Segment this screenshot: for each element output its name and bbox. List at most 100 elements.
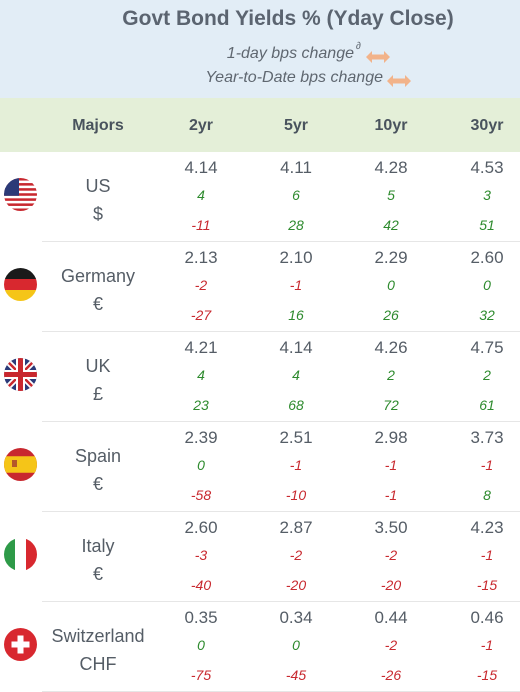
germany-flag-icon	[4, 268, 37, 301]
daily-change-value: 2	[483, 367, 491, 383]
yield-value: 2.13	[184, 248, 218, 267]
spain-flag-icon	[4, 448, 37, 481]
yield-value: 0.46	[470, 608, 504, 627]
daily-change-value: -1	[480, 637, 494, 653]
yield-value: 4.75	[470, 338, 504, 357]
daily-change-value: 3	[483, 187, 491, 203]
column-header-row	[0, 98, 520, 152]
table-row: Italy €2.60 -3 -40 2.87 -2 -20 3.50 -2 -20 4.23 -1 -…	[0, 512, 520, 602]
yield-value: 4.11	[280, 158, 312, 177]
ytd-change-value: 8	[483, 487, 491, 503]
ytd-change-value: -45	[285, 667, 307, 683]
ytd-change-value: 32	[479, 307, 495, 323]
row-divider	[42, 511, 520, 512]
yield-value: 0.44	[374, 608, 408, 627]
ytd-change-value: 28	[288, 217, 304, 233]
ytd-change-value: 51	[479, 217, 495, 233]
ytd-change-value: -75	[190, 667, 212, 683]
ytd-change-value: -15	[476, 667, 498, 683]
country-label: US $	[42, 172, 154, 228]
table-row: Spain €2.39 0 -58 2.51 -1 -10 2.98 -1 -1 3.73 -1 8	[0, 422, 520, 512]
column-header-majors: Majors	[72, 117, 124, 134]
page-title: Govt Bond Yields % (Yday Close)	[0, 7, 520, 31]
uk-flag-icon	[4, 358, 37, 391]
legend-daily-mark: ∂	[356, 41, 361, 52]
daily-change-value: -2	[194, 277, 208, 293]
yield-value: 0.35	[184, 608, 218, 627]
yield-value: 4.23	[470, 518, 504, 537]
yield-value: 0.34	[279, 608, 313, 627]
yield-value: 2.60	[470, 248, 504, 267]
yield-value: 4.26	[374, 338, 408, 357]
daily-change-value: 5	[387, 187, 395, 203]
currency-symbol: £	[92, 384, 103, 404]
daily-change-value: 0	[483, 277, 491, 293]
currency-symbol: €	[92, 294, 103, 314]
daily-change-value: 4	[197, 367, 205, 383]
daily-change-value: 0	[197, 637, 205, 653]
currency-symbol: €	[92, 564, 103, 584]
yield-value: 2.29	[374, 248, 408, 267]
ytd-change-value: -20	[285, 577, 307, 593]
yield-value: 2.39	[184, 428, 218, 447]
ytd-change-value: 23	[193, 397, 209, 413]
daily-change-value: 4	[197, 187, 205, 203]
yield-value: 3.73	[470, 428, 504, 447]
currency-symbol: CHF	[79, 654, 117, 674]
yield-value: 4.21	[184, 338, 218, 357]
daily-change-value: 0	[197, 457, 205, 473]
daily-change-value: -1	[480, 457, 494, 473]
daily-change-value: 0	[292, 637, 300, 653]
country-label: Switzerland CHF	[42, 622, 154, 678]
daily-change-value: -2	[289, 547, 303, 563]
ytd-change-value: -26	[380, 667, 402, 683]
country-label: UK £	[42, 352, 154, 408]
yield-value: 2.10	[279, 248, 313, 267]
table-row: Switzerland CHF 0.35 0 -75 0.34 0 -45 0.44 -2 -26 0…	[0, 602, 520, 692]
country-name: Germany	[60, 266, 136, 286]
daily-change-value: -1	[480, 547, 494, 563]
ytd-change-value: -10	[285, 487, 307, 503]
ytd-change-value: 42	[383, 217, 399, 233]
ytd-change-value: 61	[479, 397, 495, 413]
ytd-change-value: 16	[288, 307, 304, 323]
legend-ytd-change: Year-to-Date bps change	[205, 69, 383, 86]
ytd-change-value: -1	[384, 487, 398, 503]
yield-value: 4.28	[374, 158, 408, 177]
ytd-change-value: -20	[380, 577, 402, 593]
title-text: Govt Bond Yields % (Yday Close)	[122, 7, 454, 30]
daily-change-value: -1	[289, 457, 303, 473]
daily-change-value: 0	[387, 277, 395, 293]
country-label: Spain €	[42, 442, 154, 498]
row-divider	[42, 421, 520, 422]
country-name: US	[85, 176, 111, 196]
daily-change-value: -1	[289, 277, 303, 293]
daily-change-value: -2	[384, 547, 398, 563]
table-row: Germany €2.13 -2 -27 2.10 -1 16 2.29 0 26 2.60 0 32	[0, 242, 520, 332]
country-name: UK	[85, 356, 111, 376]
yield-value: 4.14	[279, 338, 313, 357]
row-divider	[42, 331, 520, 332]
country-name: Italy	[81, 536, 115, 556]
yield-value: 2.60	[184, 518, 218, 537]
country-name: Spain	[74, 446, 122, 466]
daily-change-value: 2	[387, 367, 395, 383]
daily-change-value: -3	[194, 547, 208, 563]
table-row: UK £4.21 4 23 4.14 4 68 4.26 2 72 4.75 2 61	[0, 332, 520, 422]
yield-value: 4.53	[470, 158, 504, 177]
column-header-5yr: 5yr	[283, 117, 309, 134]
yield-value: 2.51	[279, 428, 313, 447]
daily-change-value: -2	[384, 637, 398, 653]
currency-symbol: €	[92, 474, 103, 494]
ytd-change-value: 72	[383, 397, 399, 413]
daily-change-value: 6	[292, 187, 300, 203]
switzerland-flag-icon	[4, 628, 37, 661]
title-banner	[0, 0, 520, 98]
currency-symbol: $	[92, 204, 103, 224]
double-arrow-icon	[387, 75, 411, 87]
legend-daily-change: 1-day bps change	[226, 45, 354, 62]
country-name: Switzerland	[51, 626, 145, 646]
country-label: Italy €	[42, 532, 154, 588]
ytd-change-value: -15	[476, 577, 498, 593]
ytd-change-value: -11	[191, 217, 211, 233]
